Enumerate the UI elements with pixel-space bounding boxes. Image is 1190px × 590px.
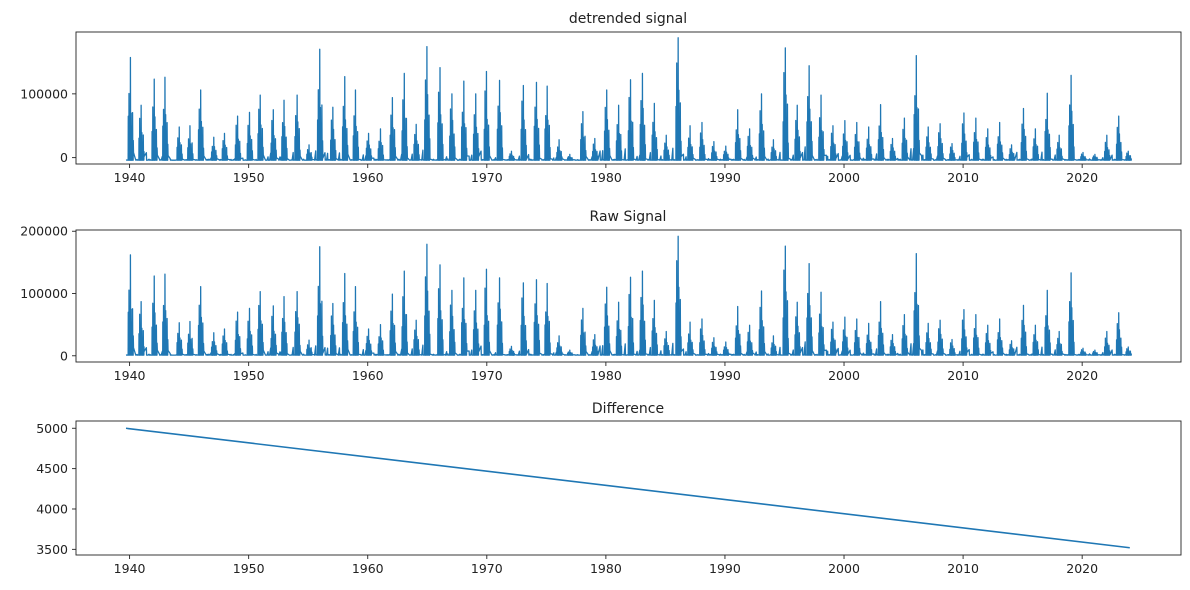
x-tick-label: 1990: [709, 561, 741, 576]
y-tick-label: 0: [60, 150, 68, 165]
x-tick-label: 1950: [233, 561, 265, 576]
x-tick-label: 1990: [709, 368, 741, 383]
x-tick-label: 1990: [709, 170, 741, 185]
y-tick-label: 5000: [36, 421, 68, 436]
y-axis: 3500 4000 4500 5000: [36, 421, 76, 557]
x-tick-label: 2010: [947, 561, 979, 576]
x-tick-label: 2000: [828, 368, 860, 383]
x-tick-label: 1970: [471, 368, 503, 383]
series-line: [125, 427, 1130, 549]
plot-frame: [75, 31, 1182, 165]
x-tick-label: 1960: [352, 368, 384, 383]
subplot-difference: Difference 3500 4000 4500 5000 1940 1950 1960…: [36, 401, 1182, 576]
x-axis: 1940 1950 1960 1970 1980 1990 2000 2010 2020: [114, 164, 1098, 185]
x-tick-label: 2000: [828, 561, 860, 576]
x-tick-label: 1980: [590, 561, 622, 576]
subplot-detrended-signal: detrended signal 0 100000 1940 1950 1960 197…: [20, 11, 1182, 185]
y-tick-label: 4500: [36, 461, 68, 476]
plot-frame: [75, 420, 1182, 556]
y-tick-label: 4000: [36, 501, 68, 516]
x-tick-label: 1960: [352, 561, 384, 576]
x-tick-label: 2020: [1066, 170, 1098, 185]
x-tick-label: 1970: [471, 561, 503, 576]
series-line: [125, 37, 1132, 161]
x-tick-label: 2020: [1066, 561, 1098, 576]
x-tick-label: 2000: [828, 170, 860, 185]
x-tick-label: 1950: [233, 170, 265, 185]
x-tick-label: 2010: [947, 368, 979, 383]
y-axis: 0 100000 200000: [20, 224, 76, 363]
y-tick-label: 0: [60, 348, 68, 363]
y-tick-label: 100000: [20, 286, 68, 301]
y-tick-label: 3500: [36, 542, 68, 557]
x-axis: 1940 1950 1960 1970 1980 1990 2000 2010 2020: [114, 362, 1098, 383]
x-tick-label: 1940: [114, 561, 146, 576]
x-tick-label: 2020: [1066, 368, 1098, 383]
x-tick-label: 1980: [590, 368, 622, 383]
x-tick-label: 1970: [471, 170, 503, 185]
x-tick-label: 1950: [233, 368, 265, 383]
y-tick-label: 100000: [20, 86, 68, 101]
plot-frame: [75, 229, 1182, 363]
x-tick-label: 1960: [352, 170, 384, 185]
x-tick-label: 1980: [590, 170, 622, 185]
x-tick-label: 1940: [114, 170, 146, 185]
x-tick-label: 2010: [947, 170, 979, 185]
x-tick-label: 1940: [114, 368, 146, 383]
subplot-title: detrended signal: [569, 11, 687, 27]
x-axis: 1940 1950 1960 1970 1980 1990 2000 2010 2020: [114, 555, 1098, 576]
y-tick-label: 200000: [20, 224, 68, 239]
subplot-raw-signal: Raw Signal 0 100000 200000 1940 1950 1960 197…: [20, 209, 1182, 383]
subplot-title: Difference: [592, 401, 664, 417]
subplot-title: Raw Signal: [590, 209, 667, 225]
series-line: [125, 235, 1132, 356]
y-axis: 0 100000: [20, 86, 76, 165]
